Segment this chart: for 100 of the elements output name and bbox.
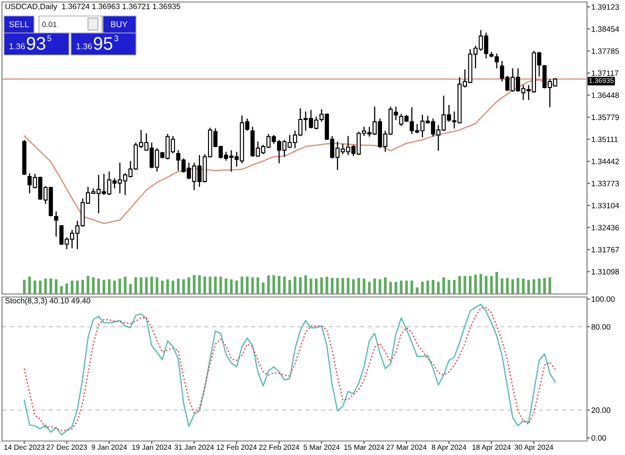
annotation: 1.36 <box>10 43 25 50</box>
candlestick <box>494 52 499 69</box>
bar <box>548 277 552 294</box>
bar <box>320 277 323 294</box>
bar <box>86 276 90 294</box>
bar <box>326 276 328 294</box>
bar <box>81 280 84 294</box>
bar <box>426 280 430 294</box>
bar <box>484 276 488 294</box>
bar <box>230 279 233 294</box>
bar <box>172 280 174 294</box>
bar <box>442 277 445 294</box>
bar <box>394 282 398 294</box>
bar <box>310 278 312 294</box>
bar <box>410 280 414 294</box>
bar <box>208 276 212 294</box>
bar <box>506 278 509 294</box>
bar <box>166 279 169 294</box>
bar <box>352 279 355 294</box>
bar <box>240 276 244 294</box>
bar <box>44 278 47 294</box>
bar <box>224 278 228 294</box>
bar <box>452 280 456 294</box>
bar <box>405 280 408 294</box>
bar <box>262 282 265 294</box>
bar <box>516 278 520 294</box>
bar <box>416 287 418 294</box>
bar <box>294 276 296 294</box>
bar <box>299 277 302 294</box>
bar <box>538 278 541 294</box>
bar <box>384 277 387 294</box>
bar <box>219 276 222 294</box>
bar <box>500 278 504 294</box>
bar <box>389 282 392 294</box>
bar <box>437 282 440 294</box>
bar <box>50 278 52 294</box>
bar <box>156 277 158 294</box>
bar <box>368 282 371 294</box>
bar <box>54 279 58 294</box>
bar <box>28 276 31 294</box>
bar <box>118 278 122 294</box>
annotation: 3 <box>114 35 118 42</box>
bar <box>113 280 116 294</box>
bar <box>543 278 546 294</box>
annotation: 95 <box>94 37 112 50</box>
bar <box>464 276 466 294</box>
bar <box>188 277 190 294</box>
bar <box>140 277 142 294</box>
bar <box>76 280 79 294</box>
annotation: BUY <box>111 21 128 28</box>
bar <box>272 275 276 294</box>
bar <box>251 277 254 294</box>
bar <box>495 272 498 294</box>
bar <box>246 276 249 294</box>
bar <box>176 278 180 294</box>
bar <box>458 276 461 294</box>
bar <box>532 279 536 294</box>
bar <box>362 278 366 294</box>
bar <box>102 280 106 294</box>
bar <box>490 276 493 294</box>
bar <box>378 279 382 294</box>
annotation: 93 <box>26 37 46 50</box>
bar <box>330 278 334 294</box>
bar <box>65 283 68 294</box>
bar <box>304 275 307 294</box>
bar <box>357 278 360 294</box>
bar <box>522 278 525 294</box>
bar <box>267 275 270 294</box>
bar <box>336 278 339 294</box>
bar <box>256 277 260 294</box>
annotation: 1.36 <box>76 43 92 50</box>
bar <box>203 276 206 294</box>
bar <box>346 278 350 294</box>
bar <box>278 276 280 294</box>
bar <box>235 280 238 294</box>
bar <box>134 277 138 294</box>
bar <box>400 280 403 294</box>
bar <box>97 278 100 294</box>
bar <box>341 278 344 294</box>
bar <box>198 275 201 294</box>
bar <box>129 284 132 294</box>
bar <box>70 280 74 294</box>
bar <box>373 278 376 294</box>
bar <box>474 274 477 294</box>
bar <box>60 286 63 294</box>
bar <box>432 280 434 294</box>
bar <box>124 276 126 294</box>
bar <box>92 277 95 294</box>
annotation: 5 <box>47 35 52 42</box>
bar <box>527 280 530 294</box>
bar <box>160 280 164 294</box>
bar <box>283 276 286 294</box>
bar <box>421 282 424 294</box>
bar <box>108 279 111 294</box>
bar <box>214 276 217 294</box>
bar <box>182 279 185 294</box>
bar <box>314 278 318 294</box>
candlestick <box>54 210 58 238</box>
bar <box>34 280 36 294</box>
bar <box>150 276 154 294</box>
